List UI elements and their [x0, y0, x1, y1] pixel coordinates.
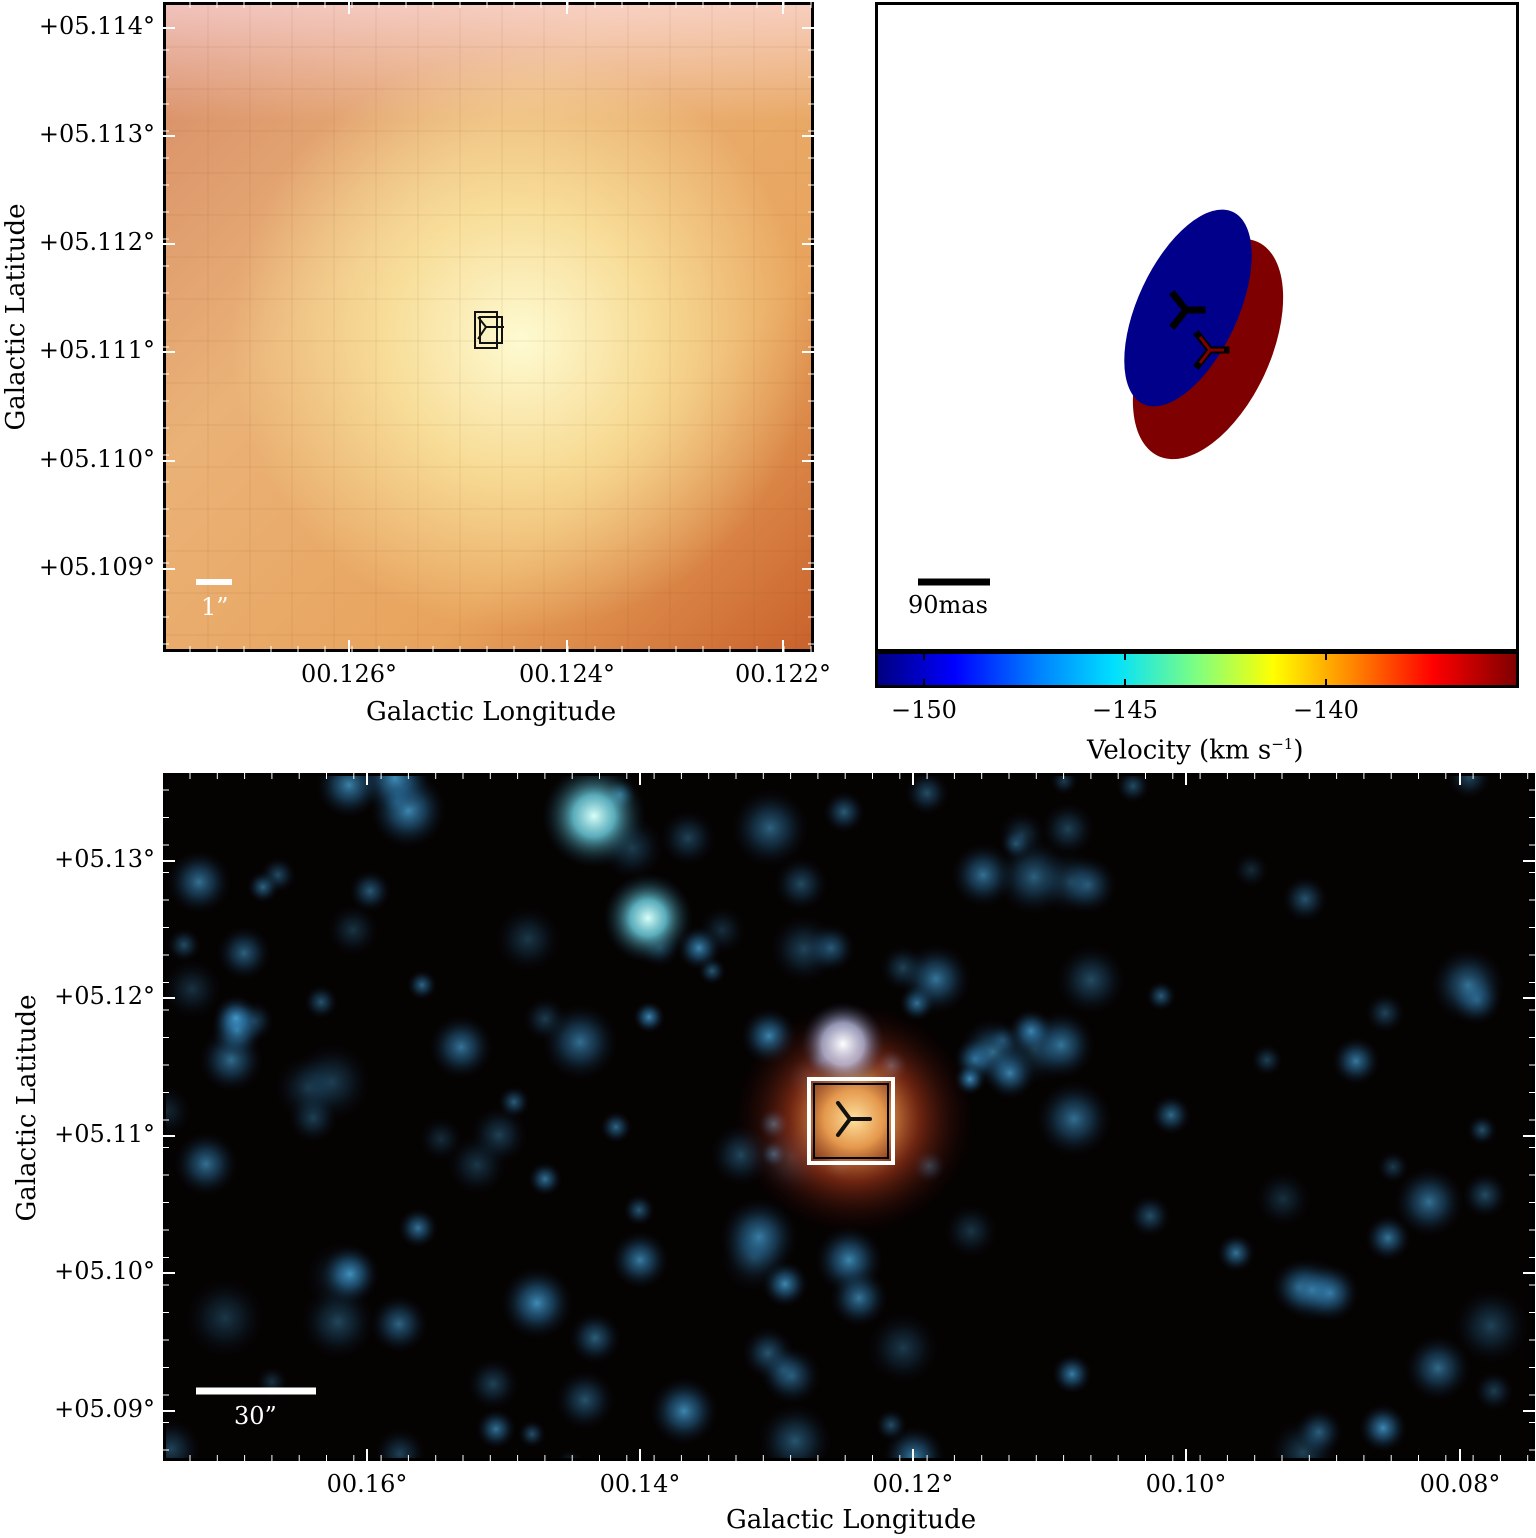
y-axis-title: Galactic Latitude — [12, 994, 42, 1222]
maser-spot-panel: 90mas — [875, 2, 1519, 652]
bright-star — [542, 776, 646, 868]
white-star — [801, 1002, 885, 1086]
y-tick-label: +05.10° — [54, 1257, 155, 1285]
colorbar-tick-label: −150 — [891, 696, 957, 724]
x-tick-label: 00.16° — [326, 1470, 408, 1498]
scale-bar-label: 30” — [234, 1402, 277, 1430]
colorbar-tick-label: −145 — [1092, 696, 1158, 724]
background-stars — [166, 776, 1529, 1458]
velocity-colorbar — [875, 651, 1519, 688]
x-tick-label: 00.122° — [735, 660, 831, 688]
wide-field-image-panel: 30” — [163, 773, 1535, 1461]
y-tick-label: +05.12° — [54, 982, 155, 1010]
x-tick-label: 00.14° — [599, 1470, 681, 1498]
y-tick-label: +05.111° — [38, 336, 155, 364]
scale-bar-label: 90mas — [908, 591, 988, 619]
y-tick-label: +05.110° — [38, 445, 155, 473]
y-tick-label: +05.113° — [38, 120, 155, 148]
x-axis-title: Galactic Longitude — [726, 1505, 977, 1535]
zoom-image-panel: 1” — [163, 2, 814, 652]
colorbar-tick-label: −140 — [1293, 696, 1359, 724]
y-tick-label: +05.109° — [38, 553, 155, 581]
x-tick-label: 00.08° — [1419, 1470, 1501, 1498]
maser-centroid-icon — [836, 1101, 872, 1137]
x-axis-title: Galactic Longitude — [366, 697, 617, 727]
y-tick-label: +05.11° — [54, 1120, 155, 1148]
y-tick-label: +05.13° — [54, 845, 155, 873]
zoom-image-overlay — [166, 5, 811, 649]
x-tick-label: 00.124° — [519, 660, 615, 688]
scale-bar-label: 1” — [201, 593, 229, 621]
maser-marker-icon — [474, 311, 504, 349]
y-tick-label: +05.112° — [38, 228, 155, 256]
x-tick-label: 00.10° — [1145, 1470, 1227, 1498]
wide-field-image — [166, 776, 1529, 1458]
target-box — [807, 1077, 895, 1165]
maser-spot-overlay — [918, 209, 1284, 586]
colorbar-label: Velocity (km s−1) — [1087, 735, 1304, 766]
y-tick-label: +05.114° — [38, 12, 155, 40]
x-tick-label: 00.12° — [872, 1470, 954, 1498]
bright-star — [603, 873, 693, 963]
y-tick-label: +05.09° — [54, 1395, 155, 1423]
y-axis-title: Galactic Latitude — [1, 203, 31, 431]
x-tick-label: 00.126° — [301, 660, 397, 688]
